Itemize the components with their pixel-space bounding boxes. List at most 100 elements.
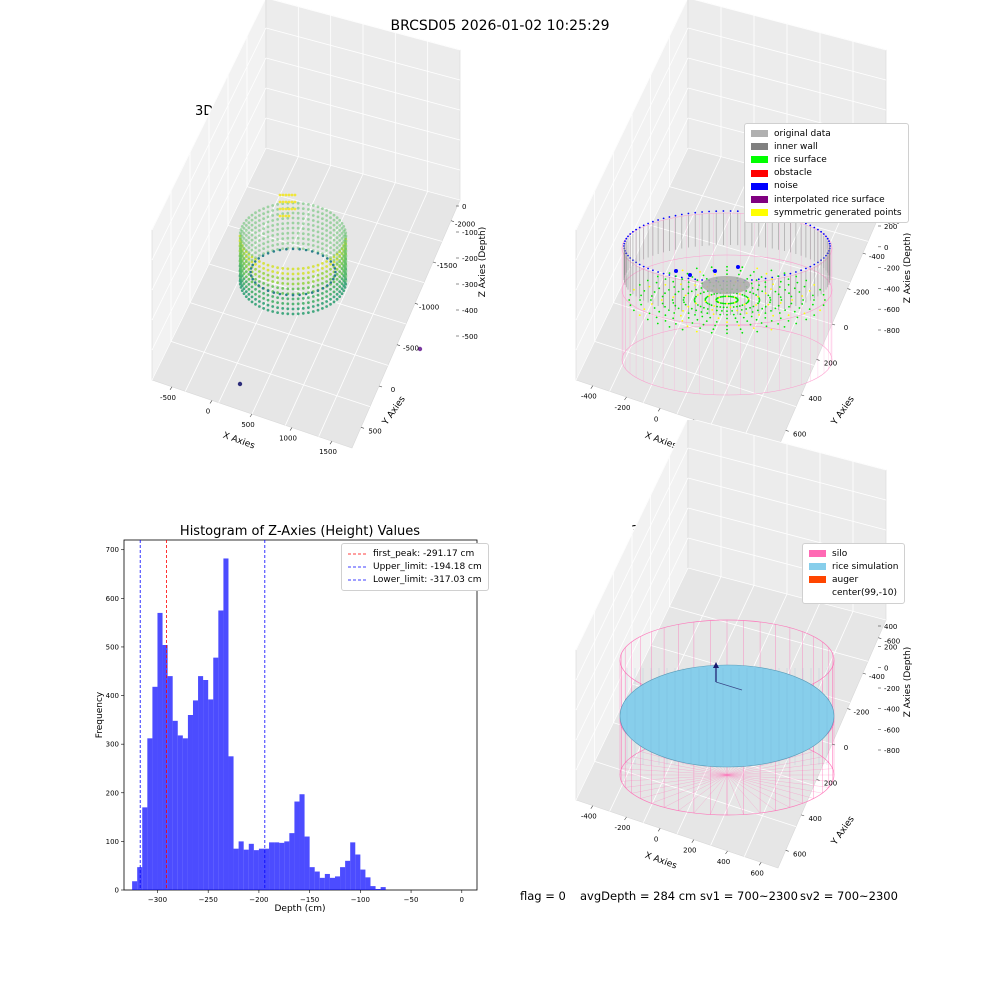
point xyxy=(276,228,279,231)
point xyxy=(287,214,291,218)
noise-point xyxy=(624,240,626,243)
point xyxy=(266,293,270,297)
point xyxy=(321,302,324,305)
point xyxy=(262,212,265,216)
surface-point xyxy=(758,314,760,316)
point xyxy=(311,265,315,268)
y-tick-mark xyxy=(878,637,882,639)
point xyxy=(296,226,300,230)
surface-point xyxy=(757,302,759,305)
surface-point xyxy=(805,318,808,321)
point xyxy=(340,237,344,240)
point xyxy=(307,213,310,216)
silo-spoke xyxy=(664,774,728,808)
point xyxy=(247,251,251,255)
histogram-bar xyxy=(334,876,341,890)
point xyxy=(301,287,305,290)
noise-point xyxy=(800,269,802,272)
point xyxy=(240,260,244,263)
z-tick-label: -400 xyxy=(884,285,900,293)
point xyxy=(307,306,310,309)
point xyxy=(286,277,290,281)
surface-point xyxy=(658,310,661,313)
surface-point xyxy=(699,292,702,295)
histogram-bar xyxy=(208,699,214,890)
point xyxy=(311,219,315,222)
point xyxy=(254,231,257,235)
point xyxy=(271,219,275,222)
noise-point xyxy=(657,271,659,273)
point xyxy=(250,285,254,289)
point xyxy=(242,277,246,280)
point xyxy=(254,262,257,266)
point xyxy=(281,247,285,251)
surface-point xyxy=(783,326,786,328)
legend-swatch xyxy=(809,563,826,571)
point xyxy=(247,241,251,245)
point xyxy=(262,267,265,270)
point xyxy=(254,267,257,271)
surface-point xyxy=(705,320,708,322)
surface-point xyxy=(699,271,701,273)
point xyxy=(325,219,328,222)
surface-point xyxy=(643,290,646,292)
surface-point xyxy=(683,301,685,304)
point xyxy=(307,233,310,236)
point xyxy=(344,282,348,286)
point xyxy=(296,201,300,205)
point xyxy=(298,247,301,251)
surface-point xyxy=(690,290,693,293)
point xyxy=(286,211,290,215)
surface-point xyxy=(741,331,744,334)
silo-simulation xyxy=(619,619,835,816)
y-tick-label: -1500 xyxy=(437,262,457,270)
point xyxy=(296,241,300,245)
surface-point xyxy=(741,304,744,307)
point xyxy=(276,218,279,221)
point xyxy=(342,235,346,238)
grid-line xyxy=(575,507,689,741)
y-tick-mark xyxy=(847,708,851,710)
point xyxy=(296,272,300,276)
point xyxy=(247,292,251,296)
surface-point xyxy=(706,302,709,305)
point xyxy=(307,243,310,246)
noise-point xyxy=(783,274,786,276)
surface-point xyxy=(736,298,739,301)
surface-point xyxy=(687,317,690,319)
point xyxy=(276,286,279,289)
surface-point xyxy=(712,328,715,331)
point xyxy=(258,219,261,222)
z-axis-label: Z Axies (Depth) xyxy=(903,647,913,718)
grid-line xyxy=(265,147,461,201)
point xyxy=(326,257,329,260)
grid-line xyxy=(575,27,689,261)
surface-point xyxy=(726,269,728,272)
histogram-bar xyxy=(132,881,138,890)
point xyxy=(276,301,279,304)
x-tick-mark xyxy=(624,816,627,821)
point xyxy=(262,252,265,256)
point xyxy=(316,235,320,239)
point xyxy=(316,293,320,297)
x-tick-label: −300 xyxy=(148,896,167,904)
histogram-bar xyxy=(243,849,249,890)
legend-line-sample xyxy=(348,579,368,581)
point xyxy=(281,232,285,236)
grid-line xyxy=(575,477,689,711)
surface-point xyxy=(696,318,699,321)
histogram-bar xyxy=(203,680,209,890)
point xyxy=(307,208,310,211)
point xyxy=(262,302,265,305)
x-tick-mark xyxy=(249,413,253,418)
noise-point xyxy=(828,242,831,245)
histogram-bar xyxy=(340,867,346,890)
point xyxy=(258,244,261,247)
point xyxy=(254,241,257,245)
point xyxy=(271,275,275,278)
point xyxy=(244,254,248,257)
noise-point xyxy=(647,267,649,270)
point xyxy=(332,290,336,294)
noise-point xyxy=(715,210,718,213)
surface-point xyxy=(722,295,725,298)
